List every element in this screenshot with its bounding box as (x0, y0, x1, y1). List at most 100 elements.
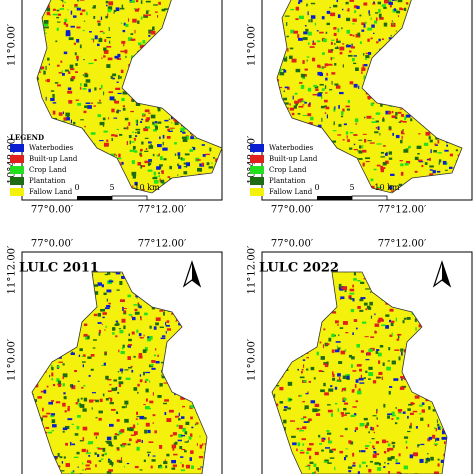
land-patch (197, 169, 201, 172)
land-patch (193, 138, 197, 140)
land-patch (60, 60, 63, 63)
land-patch (107, 13, 109, 18)
land-patch (75, 63, 78, 66)
land-patch (149, 162, 152, 166)
land-patch (341, 389, 343, 392)
land-patch (292, 442, 297, 446)
legend-swatch (10, 188, 24, 196)
land-patch (139, 316, 142, 318)
land-patch (74, 369, 78, 373)
land-patch (94, 58, 97, 62)
land-patch (83, 20, 86, 22)
land-patch (364, 336, 369, 338)
land-patch (332, 311, 337, 314)
land-patch (384, 461, 386, 464)
land-patch (337, 134, 342, 136)
land-patch (380, 168, 384, 173)
land-patch (153, 326, 157, 330)
land-patch (130, 141, 135, 143)
land-patch (99, 99, 101, 102)
land-patch (81, 355, 85, 357)
land-patch (101, 364, 104, 366)
land-patch (64, 69, 69, 72)
land-patch (437, 423, 440, 427)
land-patch (76, 426, 80, 430)
land-patch (93, 284, 99, 287)
land-patch (313, 463, 317, 467)
land-patch (132, 146, 136, 150)
land-patch (105, 440, 108, 443)
land-patch (298, 37, 303, 41)
land-patch (328, 337, 332, 342)
land-patch (56, 27, 59, 31)
land-patch (289, 420, 295, 422)
land-patch (421, 409, 425, 413)
land-patch (367, 38, 370, 42)
land-patch (325, 92, 328, 94)
land-patch (342, 321, 348, 325)
land-patch (157, 14, 159, 18)
land-patch (372, 3, 376, 5)
land-patch (375, 351, 379, 354)
land-patch (161, 8, 166, 12)
land-patch (108, 40, 111, 44)
land-patch (320, 356, 325, 360)
land-patch (79, 44, 82, 49)
land-patch (138, 353, 143, 356)
land-patch (116, 447, 120, 449)
land-patch (343, 407, 347, 411)
land-patch (105, 15, 108, 19)
land-patch (334, 63, 337, 66)
land-patch (52, 424, 57, 428)
land-patch (369, 291, 372, 293)
land-patch (401, 377, 403, 381)
land-patch (357, 280, 361, 282)
land-patch (104, 39, 107, 43)
land-patch (84, 125, 86, 128)
land-patch (368, 13, 371, 16)
land-patch (365, 359, 370, 361)
land-patch (383, 145, 386, 147)
land-patch (106, 36, 111, 39)
land-patch (343, 123, 347, 126)
land-patch (141, 440, 143, 443)
land-patch (140, 316, 142, 321)
land-patch (327, 63, 333, 66)
land-patch (151, 459, 156, 462)
land-patch (360, 350, 364, 353)
land-patch (391, 414, 396, 417)
land-patch (321, 449, 324, 452)
land-patch (130, 365, 133, 368)
land-patch (283, 426, 286, 431)
land-patch (149, 380, 151, 383)
land-patch (152, 177, 158, 180)
land-patch (78, 354, 81, 357)
land-patch (124, 117, 129, 121)
land-patch (190, 132, 192, 135)
lon-label: 77°12.00′ (138, 239, 187, 250)
land-patch (206, 162, 210, 166)
land-patch (313, 84, 317, 88)
land-patch (180, 469, 186, 472)
land-patch (287, 381, 293, 386)
land-patch (160, 464, 162, 468)
land-patch (97, 23, 101, 26)
land-patch (159, 178, 161, 183)
land-patch (300, 417, 305, 420)
land-patch (310, 400, 316, 404)
land-patch (432, 434, 436, 439)
land-patch (104, 307, 110, 310)
land-patch (359, 145, 362, 149)
land-patch (283, 58, 288, 62)
land-patch (123, 127, 127, 130)
study-area (37, 0, 222, 193)
land-patch (184, 431, 188, 435)
land-patch (302, 401, 306, 403)
land-patch (184, 153, 190, 156)
land-patch (101, 454, 104, 457)
land-patch (309, 46, 315, 48)
land-patch (76, 59, 79, 61)
land-patch (434, 427, 436, 429)
land-patch (374, 323, 380, 327)
land-patch (310, 366, 315, 371)
